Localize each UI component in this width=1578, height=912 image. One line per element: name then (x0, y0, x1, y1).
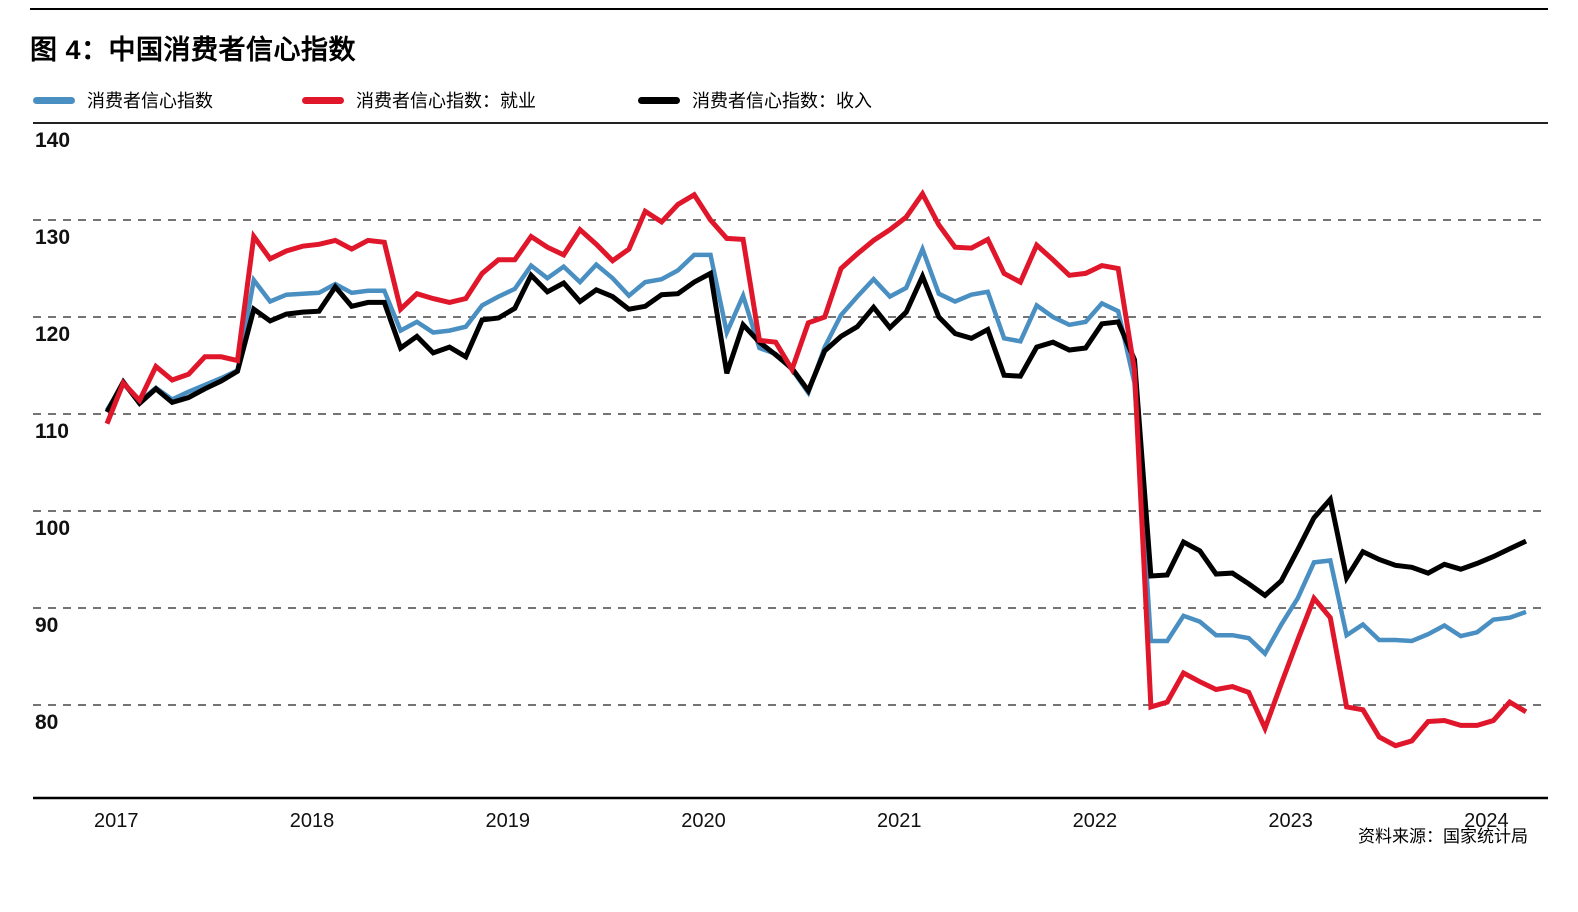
y-tick-label-100: 100 (35, 517, 70, 540)
x-tick-label-2018: 2018 (290, 810, 335, 832)
y-tick-label-110: 110 (35, 420, 69, 443)
y-tick-label-140: 140 (35, 129, 70, 152)
employment-line-swatch-icon (302, 96, 344, 104)
y-tick-label-90: 90 (35, 614, 58, 637)
x-tick-label-2023: 2023 (1268, 810, 1313, 832)
legend-label: 消费者信心指数 (87, 91, 213, 111)
x-tick-label-2017: 2017 (94, 810, 139, 832)
x-tick-label-2020: 2020 (681, 810, 726, 832)
x-tick-label-2024: 2024 (1464, 810, 1509, 832)
x-tick-label-2021: 2021 (877, 810, 922, 832)
x-tick-label-2022: 2022 (1073, 810, 1118, 832)
y-tick-label-80: 80 (35, 711, 58, 734)
legend-item-cci: 消费者信心指数 (33, 88, 213, 112)
income-line-swatch-icon (638, 96, 680, 104)
series-line-employment (104, 189, 1528, 749)
source-note: 资料来源：国家统计局 (1358, 827, 1528, 846)
legend-item-employment: 消费者信心指数：就业 (302, 88, 536, 112)
y-tick-label-130: 130 (35, 226, 70, 249)
legend-label: 消费者信心指数：就业 (356, 91, 536, 111)
y-tick-label-120: 120 (35, 323, 70, 346)
page-title: 图 4：中国消费者信心指数 (30, 35, 357, 65)
x-tick-label-2019: 2019 (486, 810, 531, 832)
cci-line-swatch-icon (33, 96, 75, 104)
series-line-income (104, 269, 1528, 599)
top-divider (30, 8, 1548, 10)
legend-label: 消费者信心指数：收入 (692, 91, 872, 111)
legend-item-income: 消费者信心指数：收入 (638, 88, 872, 112)
